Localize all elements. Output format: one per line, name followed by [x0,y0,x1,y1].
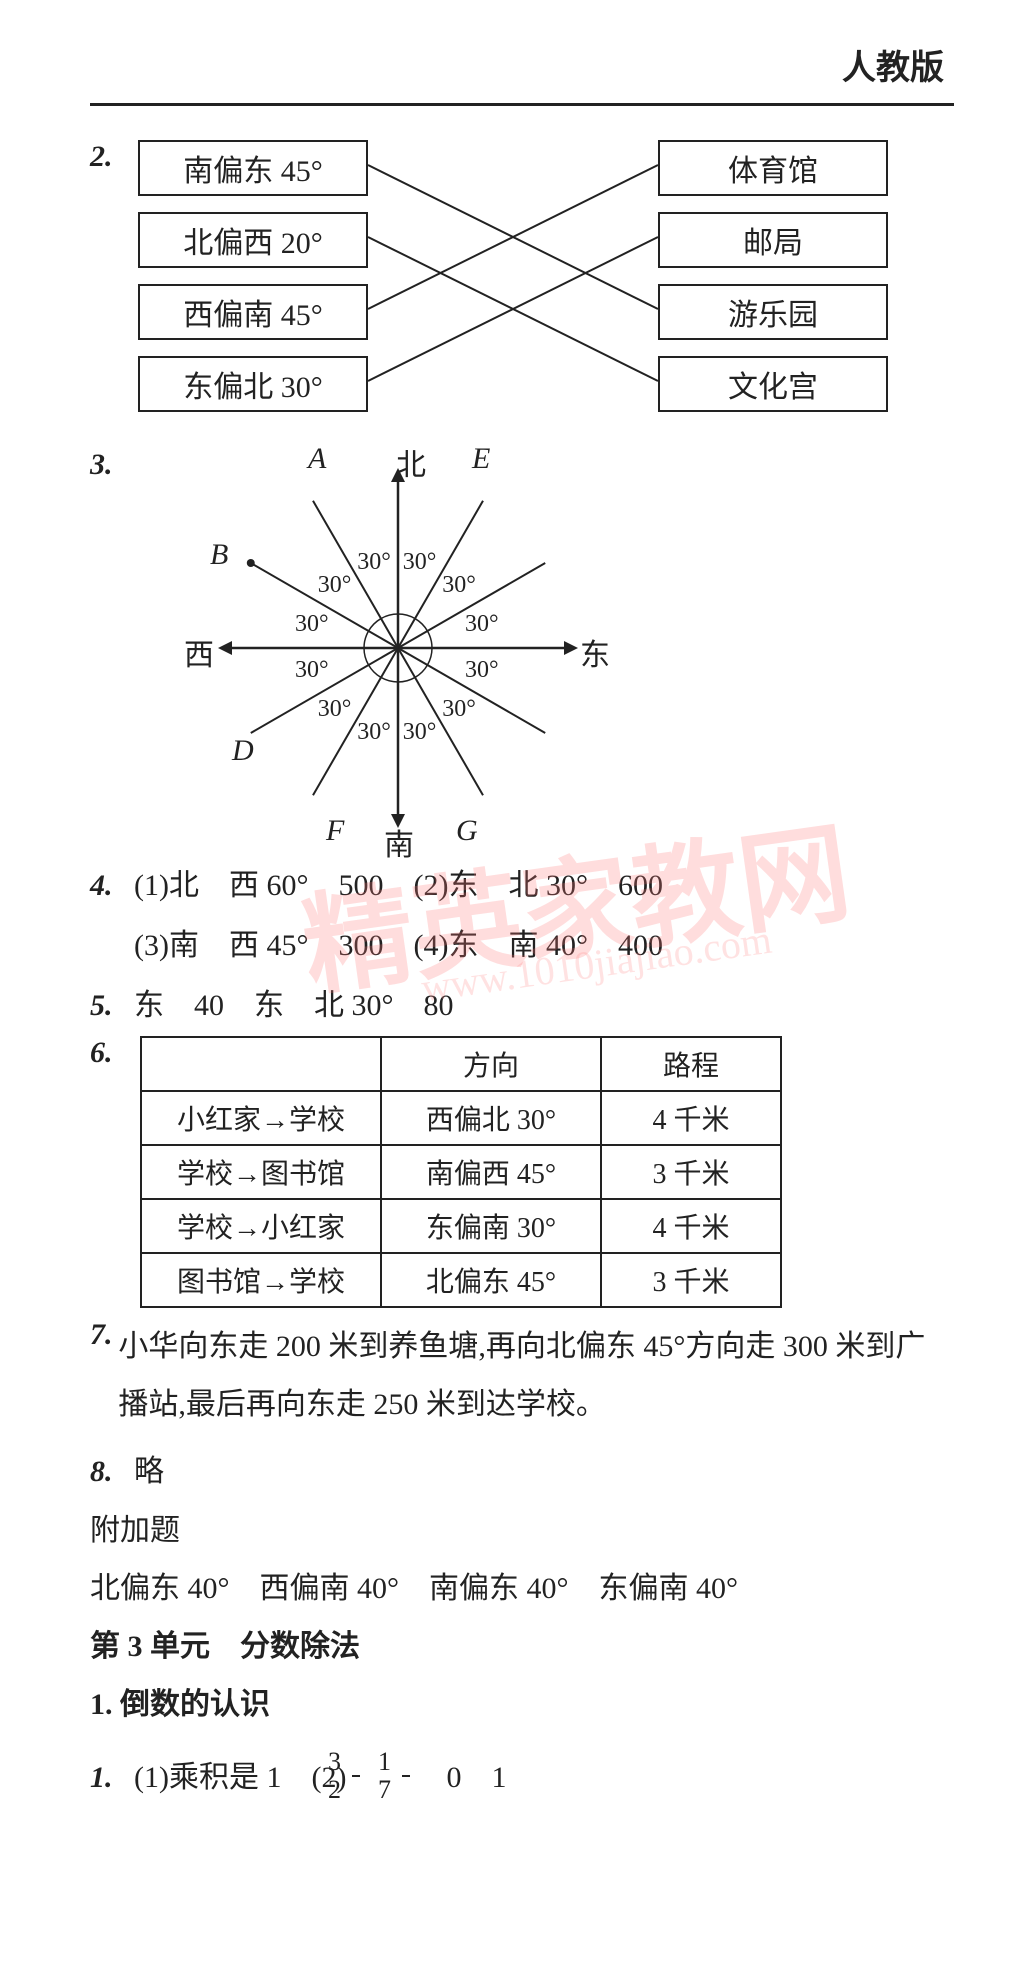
compass-label: 30° [403,719,437,746]
q4-line2-wrap: (3)南 西 45° 300 (4)东 南 40° 400 [90,916,954,976]
q2-right-box: 邮局 [658,212,888,268]
table-cell: 东偏南 30° [381,1199,601,1253]
q2-matching: 南偏东 45° 北偏西 20° 西偏南 45° 东偏北 30° 体育馆邮局游乐园文化宫 [138,140,918,440]
compass-label: G [456,814,478,848]
q5-number: 5. [90,976,134,1036]
compass-label: F [326,814,344,848]
q3-number: 3. [90,448,134,482]
q1b-number: 1. [90,1748,134,1808]
q2-left-box: 南偏东 45° [138,140,368,196]
edition-label: 人教版 [842,50,944,87]
q8-text: 略 [134,1455,164,1488]
q2-left-box: 西偏南 45° [138,284,368,340]
table-cell: 4 千米 [601,1199,781,1253]
compass-label: 30° [295,611,329,638]
q1b-part1: (1)乘积是 1 (2) [134,1761,346,1794]
q4-line1: (1)北 西 60° 500 (2)东 北 30° 600 [134,869,663,902]
q2-right-box: 文化宫 [658,356,888,412]
table-cell: 图书馆→学校 [141,1253,381,1307]
question-8: 8.略 [90,1442,954,1502]
table-cell: 小红家→学校 [141,1091,381,1145]
compass-label: 北 [396,440,426,484]
unit3-title: 第 3 单元 分数除法 [90,1618,954,1676]
compass-label: 南 [384,820,414,864]
fraction: 32 [352,1749,360,1803]
q6-number: 6. [90,1036,134,1070]
table-row: 学校→图书馆南偏西 45°3 千米 [141,1145,781,1199]
question-2: 2. 南偏东 45° 北偏西 20° 西偏南 45° 东偏北 30° 体育馆邮局游乐园文… [90,140,954,440]
q2-left-box: 北偏西 20° [138,212,368,268]
table-header [141,1037,381,1091]
table-cell: 北偏东 45° [381,1253,601,1307]
compass-label: E [472,442,490,476]
compass-label: 30° [442,696,476,723]
table-cell: 西偏北 30° [381,1091,601,1145]
compass-label: 30° [442,572,476,599]
compass-label: 30° [295,657,329,684]
table-row: 学校→小红家东偏南 30°4 千米 [141,1199,781,1253]
compass-label: 30° [318,696,352,723]
table-cell: 南偏西 45° [381,1145,601,1199]
q1b-tail: 0 1 [416,1761,506,1794]
q5-text: 东 40 东 北 30° 80 [134,989,454,1022]
q2-number: 2. [90,140,134,174]
table-header: 路程 [601,1037,781,1091]
table-header: 方向 [381,1037,601,1091]
table-row: 图书馆→学校北偏东 45°3 千米 [141,1253,781,1307]
q1b-fractions: 32 17 [346,1761,416,1794]
compass-label: 30° [465,611,499,638]
q4-number: 4. [90,856,134,916]
q7-text: 小华向东走 200 米到养鱼塘,再向北偏东 45°方向走 300 米到广播站,最… [118,1318,954,1434]
fraction: 17 [402,1749,410,1803]
q4-line2: (3)南 西 45° 300 (4)东 南 40° 400 [134,929,663,962]
compass-label: 30° [357,719,391,746]
table-cell: 4 千米 [601,1091,781,1145]
compass-label: D [232,734,254,768]
extra-title: 附加题 [90,1502,954,1560]
q3-compass: 北南东西AEBDFG30°30°30°30°30°30°30°30°30°30°… [138,448,678,848]
compass-label: 东 [580,630,610,674]
q2-right-box: 体育馆 [658,140,888,196]
question-6: 6. 方向路程小红家→学校西偏北 30°4 千米学校→图书馆南偏西 45°3 千… [90,1036,954,1308]
compass-label: 西 [184,630,214,674]
table-cell: 学校→小红家 [141,1199,381,1253]
compass-label: A [308,442,326,476]
q6-table: 方向路程小红家→学校西偏北 30°4 千米学校→图书馆南偏西 45°3 千米学校… [140,1036,782,1308]
q2-right-box: 游乐园 [658,284,888,340]
unit3-sub: 1. 倒数的认识 [90,1676,954,1734]
table-cell: 学校→图书馆 [141,1145,381,1199]
compass-label: B [210,538,228,572]
compass-label: 30° [465,657,499,684]
q8-number: 8. [90,1442,134,1502]
question-4: 4.(1)北 西 60° 500 (2)东 北 30° 600 [90,856,954,916]
compass-label: 30° [403,549,437,576]
table-cell: 3 千米 [601,1253,781,1307]
q7-number: 7. [90,1318,118,1352]
question-7: 7. 小华向东走 200 米到养鱼塘,再向北偏东 45°方向走 300 米到广播… [90,1318,954,1434]
page-header: 人教版 [90,40,954,106]
page: 人教版 2. 南偏东 45° 北偏西 20° 西偏南 45° 东偏北 30° 体育馆邮局… [0,0,1024,1974]
compass-label: 30° [318,572,352,599]
question-5: 5.东 40 东 北 30° 80 [90,976,954,1036]
extra-text: 北偏东 40° 西偏南 40° 南偏东 40° 东偏南 40° [90,1560,954,1618]
table-cell: 3 千米 [601,1145,781,1199]
question-1b: 1.(1)乘积是 1 (2)32 17 0 1 [90,1748,954,1808]
table-row: 小红家→学校西偏北 30°4 千米 [141,1091,781,1145]
compass-label: 30° [357,549,391,576]
q2-left-box: 东偏北 30° [138,356,368,412]
question-3: 3. 北南东西AEBDFG30°30°30°30°30°30°30°30°30°… [90,448,954,848]
